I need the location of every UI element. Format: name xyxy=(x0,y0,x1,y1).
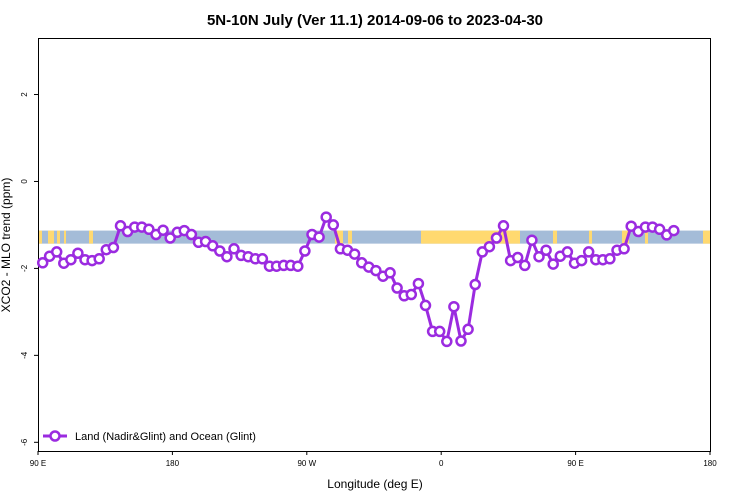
data-point xyxy=(533,250,545,263)
x-tick-label: 180 xyxy=(166,459,180,468)
data-point xyxy=(114,220,127,232)
x-tick-label: 180 xyxy=(703,459,717,468)
data-point xyxy=(348,248,361,260)
data-point xyxy=(511,251,524,264)
data-point xyxy=(540,244,552,256)
land-band-segment xyxy=(589,230,592,244)
data-point xyxy=(256,253,269,265)
y-tick-label: -4 xyxy=(20,351,29,359)
y-tick-label: -2 xyxy=(20,264,29,272)
land-band-segment xyxy=(335,230,343,244)
chart-title: 5N-10N July (Ver 11.1) 2014-09-06 to 202… xyxy=(207,12,543,29)
data-point xyxy=(604,253,616,265)
x-tick-label: 90 E xyxy=(30,459,46,468)
data-point xyxy=(93,253,105,265)
data-point xyxy=(228,243,240,255)
data-point xyxy=(412,277,425,290)
data-point xyxy=(391,282,403,294)
data-point xyxy=(547,258,559,270)
data-point xyxy=(618,243,630,255)
x-tick-label: 90 W xyxy=(297,459,316,468)
data-point xyxy=(582,246,595,258)
series-layer xyxy=(36,211,680,348)
data-point xyxy=(107,241,120,254)
data-point xyxy=(50,246,63,258)
data-point xyxy=(419,299,432,312)
data-point xyxy=(221,250,233,263)
data-point xyxy=(490,232,503,244)
legend-label: Land (Nadir&Glint) and Ocean (Glint) xyxy=(75,431,256,443)
land-band-segment xyxy=(57,230,60,244)
x-tick-label: 90 E xyxy=(567,459,583,468)
land-band-segment xyxy=(703,230,710,244)
data-point xyxy=(469,278,481,291)
data-point xyxy=(36,257,49,269)
data-point xyxy=(561,246,574,258)
data-point xyxy=(441,335,453,348)
legend-marker-swatch xyxy=(49,430,61,442)
data-point xyxy=(668,224,680,237)
land-ocean-band xyxy=(38,230,710,244)
land-band-segment xyxy=(89,230,93,244)
data-point xyxy=(433,325,446,338)
data-point xyxy=(292,260,304,272)
x-axis-ticks: 90 E 180 90 W 0 90 E 180 xyxy=(30,451,717,468)
land-band-segment xyxy=(64,230,66,244)
data-point xyxy=(653,223,666,236)
x-axis-label: Longitude (deg E) xyxy=(327,477,422,491)
y-tick-label: -6 xyxy=(20,438,29,446)
data-point xyxy=(65,253,77,266)
data-point xyxy=(157,224,169,236)
land-band-segment xyxy=(348,230,352,244)
land-band-segment xyxy=(48,230,54,244)
data-point xyxy=(214,245,226,257)
data-point xyxy=(455,335,467,347)
land-band-segment xyxy=(645,230,648,244)
data-point xyxy=(483,240,496,253)
data-point xyxy=(384,267,396,279)
land-band-segment xyxy=(553,230,557,244)
data-point xyxy=(497,220,510,232)
data-point xyxy=(72,247,84,259)
ocean-band xyxy=(38,230,710,244)
plot-frame xyxy=(38,38,711,452)
data-point xyxy=(164,232,176,244)
y-tick-label: 2 xyxy=(20,92,29,97)
data-point xyxy=(519,259,531,272)
land-band-segment xyxy=(622,230,629,244)
y-axis-ticks: 2 0 -2 -4 -6 xyxy=(20,92,38,446)
data-point xyxy=(313,231,325,243)
data-point xyxy=(320,211,332,223)
data-point xyxy=(327,219,340,231)
legend: Land (Nadir&Glint) and Ocean (Glint) xyxy=(43,430,256,443)
y-axis-label: XCO2 - MLO trend (ppm) xyxy=(0,178,13,313)
data-point xyxy=(462,323,474,336)
data-point xyxy=(405,288,418,301)
x-tick-label: 0 xyxy=(439,459,444,468)
data-point xyxy=(575,254,588,267)
y-tick-label: 0 xyxy=(20,179,29,184)
land-band-segment xyxy=(38,230,42,244)
data-point xyxy=(185,228,198,241)
data-point xyxy=(299,245,311,257)
data-point xyxy=(370,264,382,277)
data-point xyxy=(448,300,460,313)
data-point xyxy=(526,234,538,246)
